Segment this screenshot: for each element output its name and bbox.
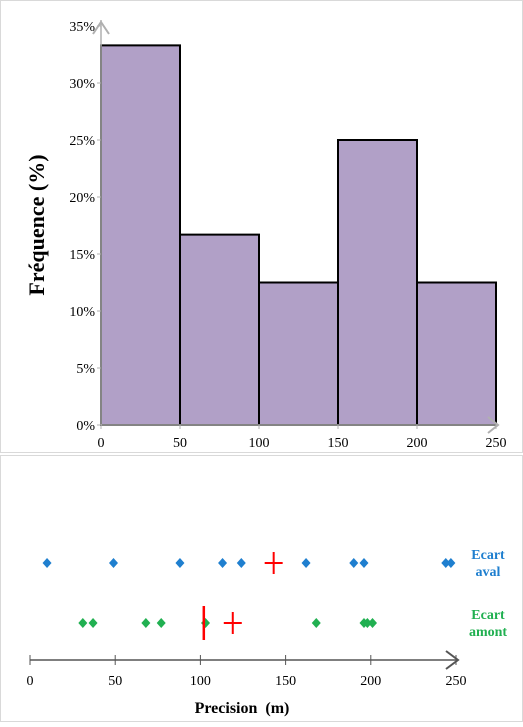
data-point-aval: [175, 558, 185, 568]
histogram-bar-1: [179, 233, 260, 426]
data-point-amont: [368, 618, 378, 628]
data-point-amont: [78, 618, 88, 628]
y-tick-label: 15%: [69, 248, 95, 263]
x-tick-label: 0: [98, 436, 105, 451]
data-point-aval: [218, 558, 228, 568]
precision-tick-label: 0: [27, 674, 34, 689]
data-point-amont: [362, 618, 372, 628]
x-tick-label: 250: [486, 436, 507, 451]
x-tick-label: 50: [173, 436, 187, 451]
precision-tick-label: 100: [190, 674, 211, 689]
data-point-aval: [108, 558, 118, 568]
histogram-bar-0: [100, 44, 181, 426]
data-point-aval: [42, 558, 52, 568]
precision-tick-label: 200: [360, 674, 381, 689]
data-point-aval: [301, 558, 311, 568]
y-axis-arrow: [92, 20, 110, 35]
data-point-aval: [441, 558, 451, 568]
y-tick-label: 5%: [76, 362, 95, 377]
precision-tick-label: 50: [108, 674, 122, 689]
y-tick-label: 0%: [76, 419, 95, 434]
precision-axis-arrow: [445, 650, 460, 670]
histogram-bar-2: [258, 281, 339, 426]
x-tick-label: 150: [328, 436, 349, 451]
data-point-aval: [446, 558, 456, 568]
x-tick-label: 100: [249, 436, 270, 451]
precision-frame: [0, 455, 523, 722]
y-tick-label: 10%: [69, 305, 95, 320]
histogram-bar-4: [416, 281, 497, 426]
x-tick-label: 200: [407, 436, 428, 451]
histogram-panel: Fréquence (%) 0% 5% 10% 15% 20% 25% 30% 35% 0 50 1…: [0, 0, 523, 453]
precision-panel: Ecart aval Ecart amont 0 50 100 150 200 250 Prec…: [0, 455, 523, 722]
y-axis-label: Fréquence (%): [24, 154, 49, 295]
y-tick-label: 20%: [69, 191, 95, 206]
data-point-amont: [311, 618, 321, 628]
precision-tick-label: 250: [446, 674, 467, 689]
data-point-aval: [349, 558, 359, 568]
y-tick-label: 35%: [69, 20, 95, 35]
histogram-bar-3: [337, 139, 418, 426]
data-point-amont: [156, 618, 166, 628]
x-axis-label: Precision (m): [195, 700, 290, 717]
data-point-amont: [201, 618, 211, 628]
data-point-aval: [359, 558, 369, 568]
y-tick-label: 25%: [69, 134, 95, 149]
histogram-chart: Fréquence (%) 0% 5% 10% 15% 20% 25% 30% 35% 0 50 1…: [0, 0, 523, 453]
precision-tick-label: 150: [275, 674, 296, 689]
x-axis-arrow: [487, 416, 500, 434]
precision-dot-chart: Ecart aval Ecart amont 0 50 100 150 200 250 Prec…: [0, 455, 523, 722]
series-label: Ecart aval: [471, 548, 505, 580]
data-point-aval: [236, 558, 246, 568]
series-label: Ecart amont: [469, 608, 507, 640]
data-point-amont: [88, 618, 98, 628]
y-tick-label: 30%: [69, 77, 95, 92]
data-point-amont: [141, 618, 151, 628]
